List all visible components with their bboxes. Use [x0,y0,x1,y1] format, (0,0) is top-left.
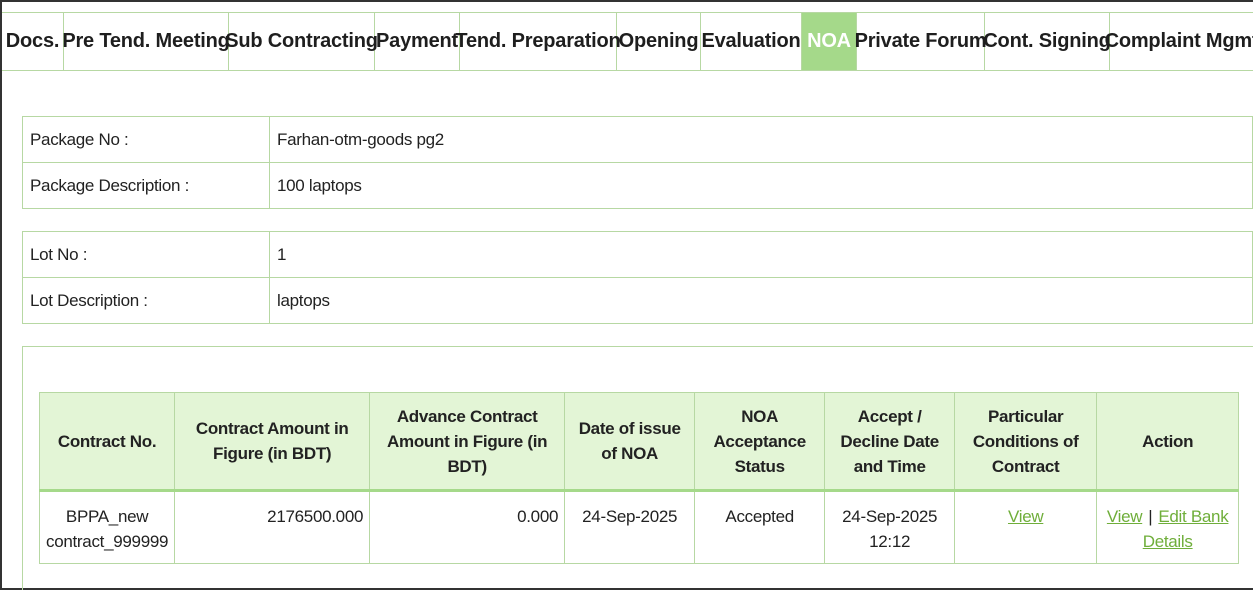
header-advance-amount: Advance Contract Amount in Figure (in BD… [369,392,566,492]
package-no-row: Package No : Farhan-otm-goods pg2 [22,116,1253,163]
header-particular-conditions: Particular Conditions of Contract [954,392,1098,492]
accept-datetime-cell: 24-Sep-2025 12:12 [824,490,956,564]
lot-description-value: laptops [269,277,1253,324]
package-info-table: Package No : Farhan-otm-goods pg2 Packag… [22,116,1253,209]
lot-no-label: Lot No : [22,231,270,278]
header-action: Action [1096,392,1240,492]
package-no-label: Package No : [22,116,270,163]
package-no-value: Farhan-otm-goods pg2 [269,116,1253,163]
acceptance-status-cell: Accepted [694,490,826,564]
tab-sub-contracting[interactable]: Sub Contracting [225,13,378,70]
contract-amount-cell: 2176500.000 [174,490,371,564]
conditions-view-link[interactable]: View [1007,507,1044,526]
action-cell: View | Edit Bank Details [1096,490,1240,564]
contract-table: Contract No. Contract Amount in Figure (… [38,392,1240,564]
tab-noa[interactable]: NOA [802,13,857,70]
action-view-link[interactable]: View [1106,507,1143,526]
issue-date-cell: 24-Sep-2025 [564,490,696,564]
tab-payment[interactable]: Payment [375,13,460,70]
contract-no-cell: BPPA_new contract_999999 [38,490,176,564]
header-acceptance-status: NOA Acceptance Status [694,392,826,492]
table-row: BPPA_new contract_999999 2176500.000 0.0… [38,490,1240,564]
lot-no-row: Lot No : 1 [22,231,1253,278]
header-contract-no: Contract No. [38,392,176,492]
edit-bank-details-link[interactable]: Edit Bank Details [1142,507,1229,551]
lot-info-table: Lot No : 1 Lot Description : laptops [22,231,1253,324]
header-contract-amount: Contract Amount in Figure (in BDT) [174,392,371,492]
particular-conditions-cell: View [954,490,1098,564]
action-separator: | [1148,507,1153,526]
lot-no-value: 1 [269,231,1253,278]
tab-tend-preparation[interactable]: Tend. Preparation [455,13,621,70]
lot-description-row: Lot Description : laptops [22,277,1253,324]
tab-bar: Docs. Pre Tend. Meeting Sub Contracting … [2,12,1253,71]
tab-evaluation[interactable]: Evaluation [701,13,802,70]
tab-opening[interactable]: Opening [617,13,701,70]
header-accept-datetime: Accept / Decline Date and Time [824,392,956,492]
package-description-value: 100 laptops [269,162,1253,209]
tab-complaint-mgmt[interactable]: Complaint Mgmt [1104,30,1253,52]
tab-pre-tend-meeting[interactable]: Pre Tend. Meeting [62,13,230,70]
tab-private-forum[interactable]: Private Forum [855,13,987,70]
package-description-label: Package Description : [22,162,270,209]
contract-section: Contract No. Contract Amount in Figure (… [22,346,1253,590]
header-issue-date: Date of issue of NOA [564,392,696,492]
tab-docs[interactable]: Docs. [2,13,64,70]
lot-description-label: Lot Description : [22,277,270,324]
tab-cont-signing[interactable]: Cont. Signing [983,13,1111,70]
contract-table-header: Contract No. Contract Amount in Figure (… [38,392,1240,492]
advance-amount-cell: 0.000 [369,490,566,564]
package-description-row: Package Description : 100 laptops [22,162,1253,209]
